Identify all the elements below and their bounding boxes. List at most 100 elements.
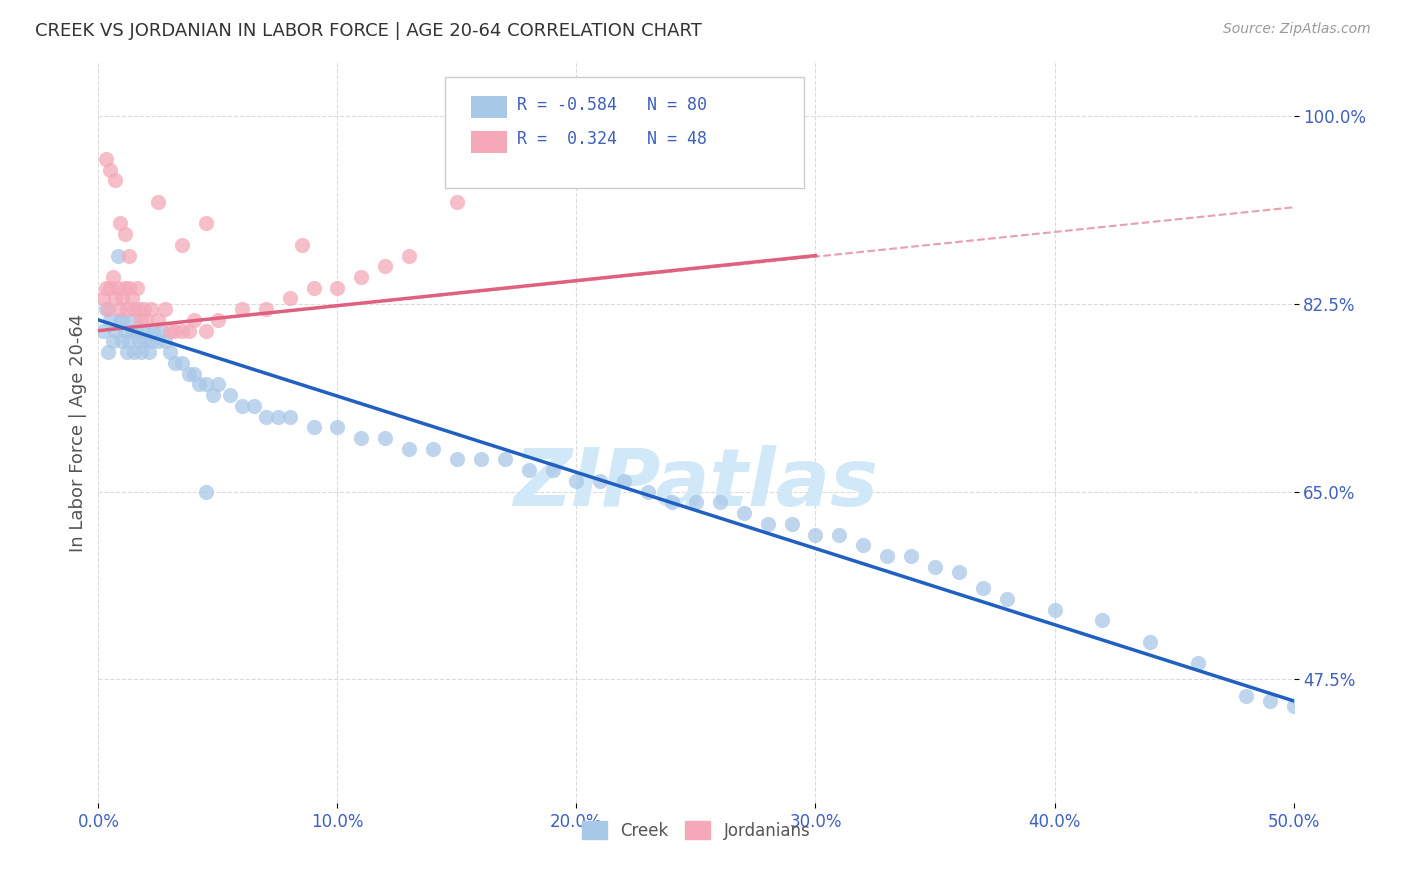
Point — [350, 270, 373, 285]
Point — [155, 302, 177, 317]
Point — [91, 324, 114, 338]
Point — [231, 302, 253, 317]
Point — [98, 162, 122, 177]
Point — [302, 281, 325, 295]
Y-axis label: In Labor Force | Age 20-64: In Labor Force | Age 20-64 — [69, 313, 87, 552]
Point — [139, 334, 162, 349]
Point — [118, 249, 141, 263]
Point — [924, 559, 946, 574]
Point — [149, 324, 172, 338]
Point — [159, 324, 181, 338]
Point — [172, 324, 194, 338]
Point — [142, 324, 165, 338]
Point — [108, 216, 131, 230]
Point — [98, 313, 122, 327]
Point — [398, 249, 420, 263]
Point — [876, 549, 898, 563]
Point — [1234, 689, 1257, 703]
Point — [124, 302, 146, 317]
Point — [565, 474, 588, 488]
Point — [613, 474, 636, 488]
Point — [470, 452, 492, 467]
FancyBboxPatch shape — [446, 78, 804, 188]
Text: CREEK VS JORDANIAN IN LABOR FORCE | AGE 20-64 CORRELATION CHART: CREEK VS JORDANIAN IN LABOR FORCE | AGE … — [35, 22, 702, 40]
Point — [91, 292, 114, 306]
Point — [111, 292, 134, 306]
Point — [852, 538, 875, 552]
Point — [1258, 694, 1281, 708]
Point — [254, 302, 277, 317]
Point — [494, 452, 516, 467]
Point — [94, 302, 117, 317]
Point — [995, 591, 1018, 606]
Point — [733, 506, 755, 520]
Point — [97, 345, 120, 359]
Text: ZIPatlas: ZIPatlas — [513, 445, 879, 524]
Point — [132, 302, 155, 317]
Point — [661, 495, 683, 509]
Point — [195, 484, 218, 499]
Point — [163, 324, 186, 338]
Point — [231, 399, 253, 413]
FancyBboxPatch shape — [471, 130, 508, 153]
Point — [207, 377, 229, 392]
Point — [709, 495, 731, 509]
Point — [101, 334, 124, 349]
Point — [422, 442, 444, 456]
Legend: Creek, Jordanians: Creek, Jordanians — [575, 814, 817, 847]
Point — [685, 495, 707, 509]
Point — [1187, 657, 1209, 671]
Point — [111, 313, 134, 327]
Point — [114, 324, 136, 338]
Point — [124, 313, 146, 327]
Point — [107, 249, 129, 263]
Point — [104, 292, 127, 306]
Point — [128, 302, 150, 317]
Point — [195, 216, 218, 230]
Text: Source: ZipAtlas.com: Source: ZipAtlas.com — [1223, 22, 1371, 37]
Point — [398, 442, 420, 456]
Point — [350, 431, 373, 445]
Point — [125, 281, 148, 295]
Point — [125, 324, 148, 338]
Point — [948, 565, 970, 579]
Point — [900, 549, 922, 563]
Point — [172, 356, 194, 370]
Point — [183, 367, 205, 381]
Point — [124, 345, 146, 359]
Point — [219, 388, 242, 402]
Point — [101, 270, 124, 285]
Point — [756, 516, 779, 531]
Point — [135, 313, 157, 327]
Point — [115, 302, 138, 317]
Point — [128, 334, 150, 349]
Point — [326, 420, 349, 434]
Point — [114, 227, 136, 241]
Text: R = -0.584   N = 80: R = -0.584 N = 80 — [517, 95, 707, 113]
Point — [1139, 635, 1161, 649]
Point — [98, 281, 122, 295]
Point — [97, 302, 120, 317]
Point — [589, 474, 612, 488]
Point — [243, 399, 266, 413]
Point — [163, 356, 186, 370]
Point — [139, 302, 162, 317]
Point — [172, 237, 194, 252]
Point — [1091, 614, 1114, 628]
Point — [302, 420, 325, 434]
Point — [1043, 602, 1066, 616]
Point — [374, 260, 396, 274]
Point — [195, 377, 218, 392]
Point — [155, 334, 177, 349]
Point — [183, 313, 205, 327]
Point — [374, 431, 396, 445]
Point — [148, 334, 170, 349]
Point — [104, 173, 127, 187]
Point — [94, 152, 117, 166]
Point — [202, 388, 225, 402]
Point — [114, 281, 136, 295]
Point — [446, 452, 468, 467]
Point — [138, 345, 160, 359]
Point — [267, 409, 290, 424]
Point — [121, 292, 143, 306]
